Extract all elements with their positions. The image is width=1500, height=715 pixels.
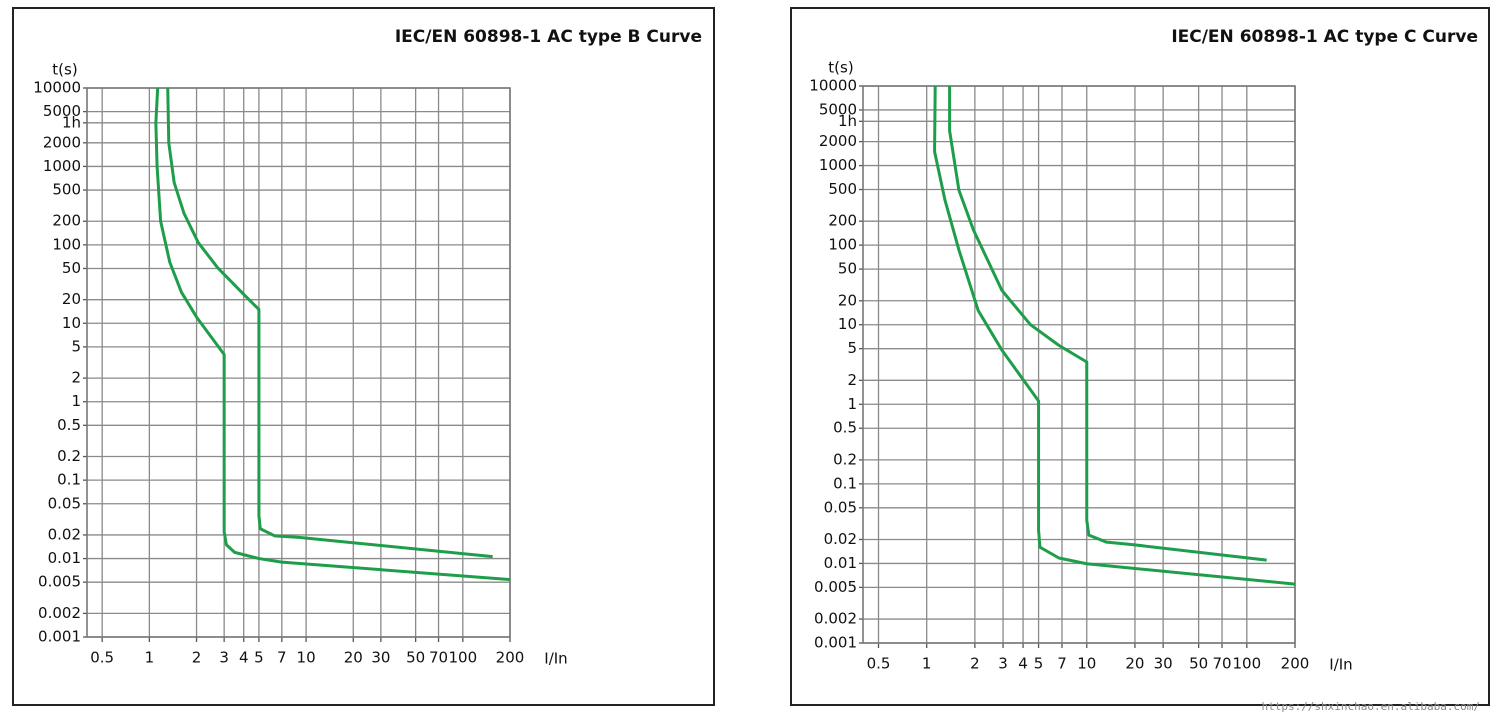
y-tick-label: 0.5 bbox=[57, 416, 81, 434]
y-tick-label: 50 bbox=[838, 260, 857, 278]
curve bbox=[166, 87, 493, 559]
y-tick-label: 0.001 bbox=[38, 628, 81, 646]
y-tick-label: 10000 bbox=[809, 77, 857, 95]
x-tick-label: 3 bbox=[219, 649, 229, 667]
x-axis-label: I/In bbox=[544, 650, 567, 668]
y-tick-label: 0.2 bbox=[833, 450, 857, 468]
x-tick-label: 7 bbox=[277, 649, 287, 667]
x-tick-label: 5 bbox=[254, 649, 264, 667]
y-tick-label: 1 bbox=[71, 392, 81, 410]
x-tick-label: 100 bbox=[1232, 655, 1261, 673]
x-tick-label: 0.5 bbox=[867, 655, 891, 673]
y-tick-label: 200 bbox=[828, 212, 857, 230]
x-tick-label: 2 bbox=[970, 655, 980, 673]
y-tick-label: 0.2 bbox=[57, 447, 81, 465]
y-tick-label: 10 bbox=[838, 315, 857, 333]
x-tick-label: 30 bbox=[1154, 655, 1173, 673]
x-tick-label: 20 bbox=[1125, 655, 1144, 673]
curve bbox=[154, 87, 511, 582]
y-tick-label: 500 bbox=[52, 181, 81, 199]
y-tick-label: 0.01 bbox=[48, 549, 81, 567]
y-tick-label: 0.002 bbox=[38, 604, 81, 622]
x-axis-label: I/In bbox=[1329, 656, 1352, 674]
y-tick-label: 0.05 bbox=[824, 498, 857, 516]
y-tick-label: 1000 bbox=[819, 156, 857, 174]
x-tick-label: 3 bbox=[998, 655, 1008, 673]
x-tick-label: 1 bbox=[145, 649, 155, 667]
y-tick-label: 1000 bbox=[43, 157, 81, 175]
x-tick-label: 2 bbox=[192, 649, 202, 667]
y-tick-label: 500 bbox=[828, 180, 857, 198]
watermark: https://shxinchao.en.alibaba.com/ bbox=[1261, 700, 1480, 713]
y-tick-label: 1h bbox=[62, 113, 81, 131]
x-tick-label: 5 bbox=[1034, 655, 1044, 673]
y-tick-label: 20 bbox=[838, 291, 857, 309]
x-tick-label: 10 bbox=[1077, 655, 1096, 673]
x-tick-label: 10 bbox=[297, 649, 316, 667]
y-tick-label: 2 bbox=[71, 369, 81, 387]
y-tick-label: 0.001 bbox=[814, 634, 857, 652]
x-tick-label: 50 bbox=[1189, 655, 1208, 673]
y-tick-label: 0.005 bbox=[814, 578, 857, 596]
y-tick-label: 5 bbox=[847, 339, 857, 357]
x-tick-label: 200 bbox=[496, 649, 525, 667]
y-tick-label: 0.1 bbox=[57, 471, 81, 489]
chart-title: IEC/EN 60898-1 AC type C Curve bbox=[1171, 27, 1478, 47]
y-tick-label: 50 bbox=[62, 259, 81, 277]
curve bbox=[933, 85, 1296, 586]
y-tick-label: 0.05 bbox=[48, 494, 81, 512]
plot-frame bbox=[862, 85, 1296, 644]
x-tick-label: 7 bbox=[1057, 655, 1067, 673]
y-tick-label: 5000 bbox=[819, 100, 857, 118]
y-tick-label: 10000 bbox=[33, 79, 81, 97]
y-tick-label: 5 bbox=[71, 337, 81, 355]
y-tick-label: 2000 bbox=[43, 133, 81, 151]
x-tick-label: 4 bbox=[239, 649, 249, 667]
panel-frame bbox=[12, 7, 715, 706]
y-tick-label: 2 bbox=[847, 371, 857, 389]
y-tick-label: 20 bbox=[62, 290, 81, 308]
x-tick-label: 200 bbox=[1281, 655, 1310, 673]
x-tick-label: 1 bbox=[922, 655, 932, 673]
curve bbox=[948, 86, 1267, 562]
y-tick-label: 0.005 bbox=[38, 573, 81, 591]
x-tick-label: 100 bbox=[449, 649, 478, 667]
x-tick-label: 20 bbox=[344, 649, 363, 667]
chart-title: IEC/EN 60898-1 AC type B Curve bbox=[395, 27, 702, 47]
y-tick-label: 0.02 bbox=[824, 530, 857, 548]
x-tick-label: 0.5 bbox=[90, 649, 114, 667]
x-tick-label: 30 bbox=[371, 649, 390, 667]
y-axis-label: t(s) bbox=[828, 59, 853, 77]
y-tick-label: 1h bbox=[838, 112, 857, 130]
panel-frame bbox=[790, 7, 1490, 706]
y-tick-label: 2000 bbox=[819, 132, 857, 150]
y-axis-label: t(s) bbox=[52, 61, 77, 79]
y-tick-label: 1 bbox=[847, 395, 857, 413]
y-tick-label: 200 bbox=[52, 212, 81, 230]
y-tick-label: 10 bbox=[62, 314, 81, 332]
x-tick-label: 50 bbox=[406, 649, 425, 667]
y-tick-label: 0.5 bbox=[833, 419, 857, 437]
x-tick-label: 70 bbox=[429, 649, 448, 667]
x-tick-label: 4 bbox=[1018, 655, 1028, 673]
x-tick-label: 70 bbox=[1212, 655, 1231, 673]
y-tick-label: 0.1 bbox=[833, 474, 857, 492]
y-tick-label: 100 bbox=[828, 236, 857, 254]
plot-frame bbox=[86, 87, 511, 638]
y-tick-label: 5000 bbox=[43, 102, 81, 120]
y-tick-label: 0.002 bbox=[814, 610, 857, 628]
y-tick-label: 100 bbox=[52, 235, 81, 253]
y-tick-label: 0.02 bbox=[48, 525, 81, 543]
y-tick-label: 0.01 bbox=[824, 554, 857, 572]
